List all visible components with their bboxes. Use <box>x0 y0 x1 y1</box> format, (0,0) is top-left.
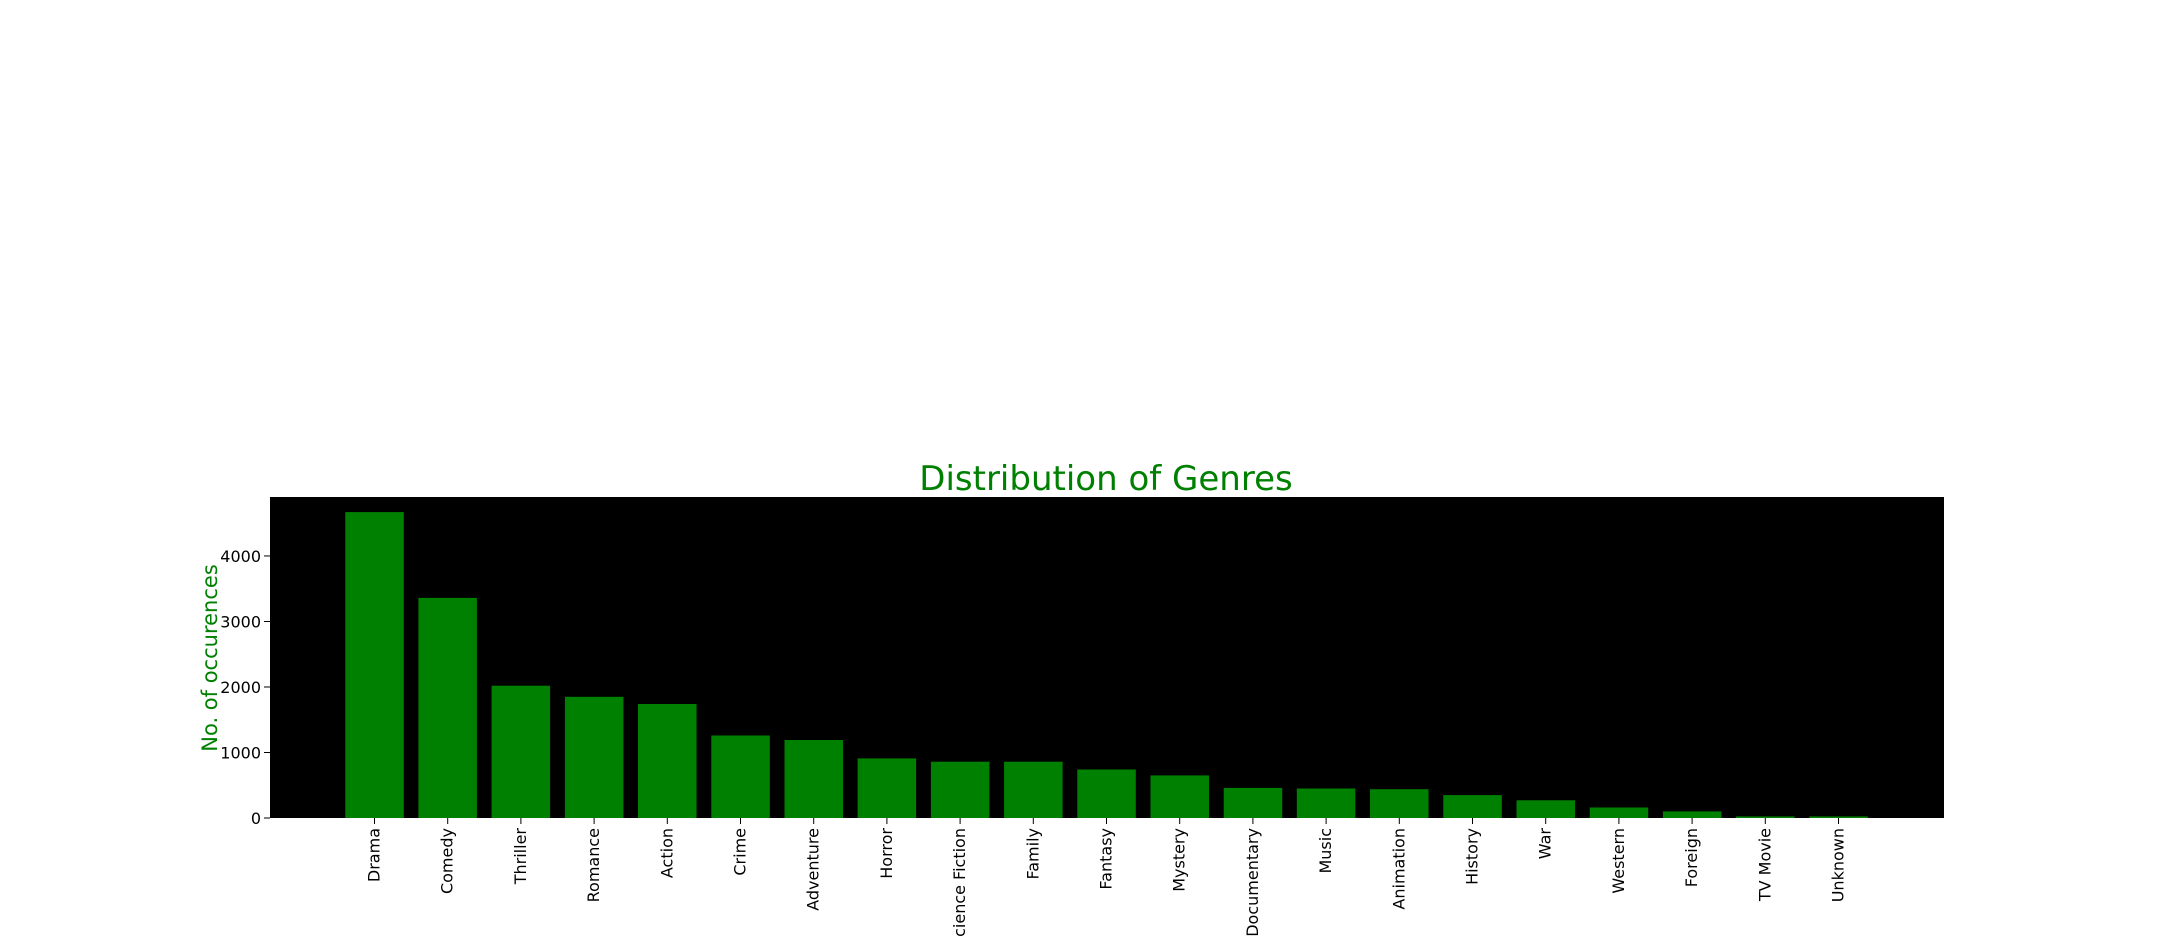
x-tick-label: Foreign <box>1682 828 1701 887</box>
bar-mystery <box>1150 775 1209 818</box>
bar-comedy <box>418 597 477 818</box>
y-tick-label: 3000 <box>220 612 261 631</box>
bar-adventure <box>784 740 843 818</box>
x-tick-label: Comedy <box>438 828 457 894</box>
bar-thriller <box>491 685 551 818</box>
bars-group <box>345 512 1868 818</box>
x-tick-label: Drama <box>365 828 384 882</box>
x-tick-label: Romance <box>584 828 603 902</box>
chart-title: Distribution of Genres <box>919 459 1292 499</box>
bar-foreign <box>1662 811 1722 818</box>
x-tick-label: Thriller <box>511 828 530 886</box>
x-tick-label: Western <box>1609 828 1628 894</box>
y-axis-label: No. of occurences <box>198 564 222 752</box>
bar-music <box>1296 788 1356 818</box>
bar-unknown <box>1809 816 1868 818</box>
bar-documentary <box>1223 787 1283 818</box>
bar-horror <box>857 758 917 818</box>
bar-history <box>1443 795 1502 818</box>
bar-war <box>1516 800 1575 818</box>
bar-action <box>638 704 697 818</box>
y-tick-label: 4000 <box>220 547 261 566</box>
y-axis: 0 1000 2000 3000 4000 <box>220 547 270 828</box>
bar-tv-movie <box>1736 816 1795 818</box>
bar-romance <box>564 696 624 818</box>
bar-animation <box>1370 789 1429 818</box>
x-tick-label: Family <box>1023 828 1042 879</box>
x-axis: Drama Comedy Thriller Romance Action Crime Adv… <box>365 818 1848 936</box>
x-tick-label: Unknown <box>1829 828 1848 902</box>
x-tick-label: Horror <box>877 828 896 879</box>
x-tick-label: Music <box>1316 828 1335 874</box>
x-tick-label: Animation <box>1389 828 1408 910</box>
x-tick-label: History <box>1463 828 1482 885</box>
x-tick-label: Mystery <box>1170 828 1189 892</box>
bar-science-fiction <box>930 761 990 818</box>
y-tick-label: 1000 <box>220 743 261 762</box>
y-tick-label: 0 <box>251 809 261 828</box>
bar-western <box>1589 807 1649 818</box>
bar-drama <box>345 512 404 818</box>
x-tick-label: Crime <box>731 828 750 876</box>
x-tick-label: Action <box>657 828 676 878</box>
bar-crime <box>711 735 770 818</box>
y-tick-label: 2000 <box>220 678 261 697</box>
x-tick-label: Adventure <box>804 828 823 911</box>
x-tick-label: Documentary <box>1243 828 1262 936</box>
x-tick-label: TV Movie <box>1755 828 1774 902</box>
bar-family <box>1004 761 1063 818</box>
bar-fantasy <box>1077 769 1136 818</box>
x-tick-label: Fantasy <box>1097 828 1116 890</box>
x-tick-label: Science Fiction <box>950 828 969 936</box>
x-tick-label: War <box>1536 828 1555 860</box>
